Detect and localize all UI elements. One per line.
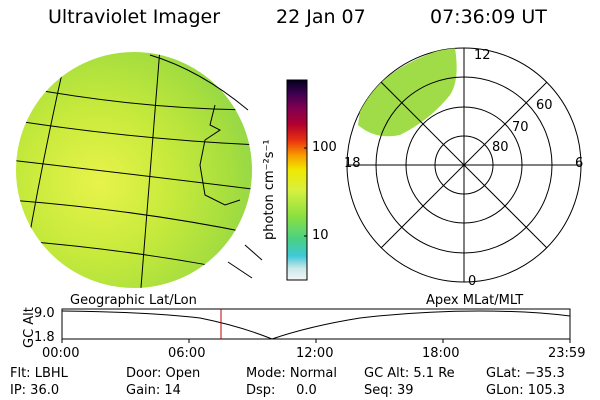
mlt-label-0: 0 (468, 274, 477, 289)
colorbar (286, 79, 308, 281)
info-glat: GLat: −35.3 (486, 366, 565, 381)
info-dsp: Dsp: 0.0 (246, 383, 317, 398)
mlt-label-12: 12 (474, 48, 491, 63)
lat-label-80: 80 (492, 140, 509, 155)
info-gc-alt: GC Alt: 5.1 Re (364, 366, 455, 381)
info-mode: Mode: Normal (246, 366, 337, 381)
mlt-label-6: 6 (575, 156, 584, 171)
timeline-ytick-9: 9.0 (34, 306, 55, 321)
info-glon: GLon: 105.3 (486, 383, 566, 398)
timeline-left-label: Geographic Lat/Lon (70, 293, 197, 308)
info-seq: Seq: 39 (364, 383, 414, 398)
info-ip: IP: 36.0 (10, 383, 60, 398)
lat-label-70: 70 (512, 120, 529, 135)
timeline-ytick-1-8: 1.8 (34, 330, 55, 345)
instrument-title: Ultraviolet Imager (48, 6, 221, 28)
colorbar-tick-10: 10 (312, 228, 329, 243)
timeline-xtick-00: 00:00 (42, 346, 80, 361)
timeline-xtick-18: 18:00 (422, 346, 460, 361)
lat-label-60: 60 (536, 98, 553, 113)
colorbar-unit-label: photon cm⁻²s⁻¹ (262, 139, 277, 240)
timeline-xtick-12: 12:00 (296, 346, 334, 361)
time-label: 07:36:09 UT (430, 6, 547, 28)
timeline-right-label: Apex MLat/MLT (426, 293, 524, 308)
mlt-label-18: 18 (344, 156, 361, 171)
info-door: Door: Open (126, 366, 201, 381)
timeline-xtick-06: 06:00 (168, 346, 206, 361)
timeline-xtick-2359: 23:59 (548, 346, 586, 361)
info-gain: Gain: 14 (126, 383, 181, 398)
colorbar-tick-100: 100 (312, 140, 337, 155)
date-label: 22 Jan 07 (276, 6, 366, 28)
uv-earth-image (16, 52, 263, 288)
polar-mlt-plot (346, 47, 582, 283)
info-filter: Flt: LBHL (10, 366, 68, 381)
altitude-timeline (61, 308, 571, 343)
